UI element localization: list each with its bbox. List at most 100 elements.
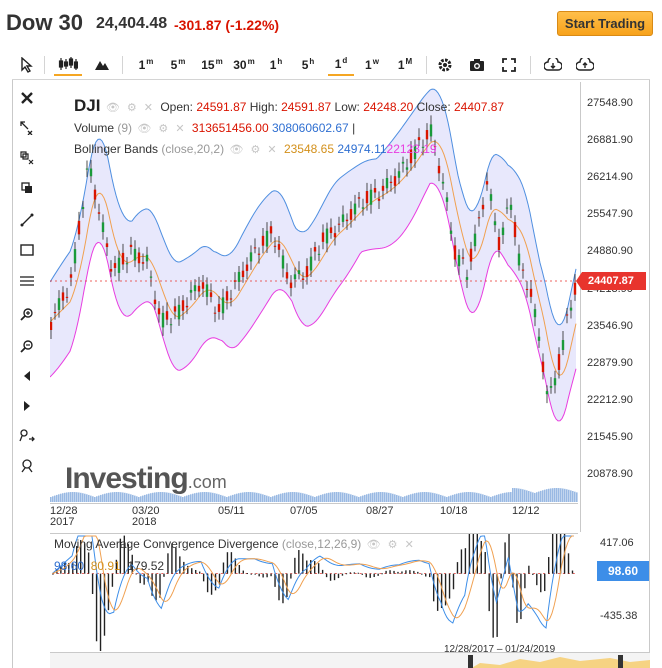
candle-body xyxy=(365,191,369,204)
volume-bar xyxy=(444,496,446,502)
volume-bar xyxy=(104,493,106,502)
candle-body xyxy=(449,230,453,234)
volume-bar xyxy=(540,490,542,502)
candle-body xyxy=(169,324,173,326)
volume-bar xyxy=(338,492,340,502)
volume-bar xyxy=(558,488,560,502)
date-axis: 12/28 2017 03/20 2018 05/11 07/05 08/27 10/18 12… xyxy=(50,503,578,531)
candle-body xyxy=(121,252,125,265)
upload-cloud-icon[interactable] xyxy=(574,54,596,76)
macd-histogram-bar xyxy=(290,573,292,579)
volume-bar xyxy=(472,492,474,502)
volume-bar xyxy=(256,492,258,502)
volume-bar xyxy=(378,492,380,502)
macd-histogram-bar xyxy=(548,557,550,574)
macd-legend-icons[interactable]: 👁 ⚙ ✕ xyxy=(366,539,416,551)
macd-histogram-bar xyxy=(389,570,391,574)
volume-bar xyxy=(270,496,272,502)
zoom-in-icon[interactable] xyxy=(14,302,40,326)
candle-body xyxy=(541,361,545,373)
macd-histogram-bar xyxy=(341,573,344,576)
volume-bar xyxy=(260,493,262,502)
volume-bar xyxy=(422,492,424,502)
volume-bar xyxy=(170,493,172,502)
interval-30m[interactable]: 30 m xyxy=(233,56,255,73)
fibonacci-icon[interactable] xyxy=(14,270,40,294)
volume-bar xyxy=(154,492,156,502)
volume-bar xyxy=(404,496,406,502)
candle-body xyxy=(85,168,89,170)
start-trading-button[interactable]: Start Trading xyxy=(557,11,653,36)
macd-histogram-bar xyxy=(349,572,352,574)
candle-body xyxy=(329,227,333,234)
volume-bar xyxy=(498,494,500,502)
volume-bar xyxy=(546,489,548,502)
candle-body xyxy=(561,340,565,350)
price-chart[interactable] xyxy=(50,82,578,502)
crosshair-delete-icon[interactable] xyxy=(14,116,40,140)
scroll-left-icon[interactable] xyxy=(14,364,40,388)
close-drawing-icon[interactable] xyxy=(14,86,40,110)
macd-histogram-bar xyxy=(536,573,538,586)
macd-histogram-bar xyxy=(147,573,149,582)
volume-bar xyxy=(356,496,358,502)
volume-bar xyxy=(526,490,528,502)
time-navigator[interactable] xyxy=(50,652,650,668)
candle-body xyxy=(109,269,113,272)
settings-gear-icon[interactable] xyxy=(434,54,456,76)
cursor-icon[interactable] xyxy=(16,54,38,76)
macd-histogram-bar xyxy=(532,573,534,575)
candle-body xyxy=(513,222,517,238)
reset-zoom-icon[interactable] xyxy=(14,454,40,478)
volume-bar xyxy=(102,494,104,502)
macd-histogram-bar xyxy=(314,561,316,574)
volume-bar xyxy=(550,488,552,502)
zoom-out-icon[interactable] xyxy=(14,334,40,358)
legend-visibility-icons[interactable]: 👁 ⚙ ✕ xyxy=(105,102,155,114)
macd-histogram-bar xyxy=(472,534,475,574)
delete-all-drawings-icon[interactable] xyxy=(14,146,40,170)
macd-histogram-bar xyxy=(262,573,264,578)
macd-chart[interactable] xyxy=(50,533,578,651)
bollinger-legend-icons[interactable]: 👁 ⚙ ✕ xyxy=(229,144,279,156)
volume-bar xyxy=(196,492,198,502)
macd-histogram-bar xyxy=(365,573,367,578)
scroll-right-icon[interactable] xyxy=(14,394,40,418)
volume-bar xyxy=(312,496,314,502)
macd-histogram-bar xyxy=(214,573,217,591)
fullscreen-icon[interactable] xyxy=(498,54,520,76)
macd-histogram-bar xyxy=(206,573,209,593)
download-cloud-icon[interactable] xyxy=(542,54,564,76)
ohlc-legend: DJI 👁 ⚙ ✕ Open: 24591.87 High: 24591.87 … xyxy=(74,96,505,115)
macd-histogram-bar xyxy=(131,554,133,574)
macd-histogram-bar xyxy=(222,562,225,574)
pan-chart-icon[interactable] xyxy=(14,424,40,448)
candle-body xyxy=(117,257,121,273)
candle-body xyxy=(185,305,189,308)
candle-body xyxy=(521,269,525,271)
volume-legend-icons[interactable]: 👁 ⚙ ✕ xyxy=(137,123,187,135)
volume-bar xyxy=(82,493,84,502)
rectangle-icon[interactable] xyxy=(14,238,40,262)
volume-bar xyxy=(366,494,368,502)
bollinger-middle-line xyxy=(50,140,577,376)
volume-bar xyxy=(428,492,430,502)
trend-line-icon[interactable] xyxy=(14,208,40,232)
area-chart-icon[interactable] xyxy=(90,54,114,76)
camera-icon[interactable] xyxy=(466,54,488,76)
candle-body xyxy=(189,289,193,293)
interval-15m[interactable]: 15 m xyxy=(201,56,223,73)
candlestick-chart-icon[interactable] xyxy=(54,54,82,76)
candle-body xyxy=(425,130,429,140)
volume-bar xyxy=(340,492,342,502)
macd-histogram-bar xyxy=(555,534,558,574)
copy-icon[interactable] xyxy=(14,176,40,200)
volume-bar xyxy=(330,492,332,502)
